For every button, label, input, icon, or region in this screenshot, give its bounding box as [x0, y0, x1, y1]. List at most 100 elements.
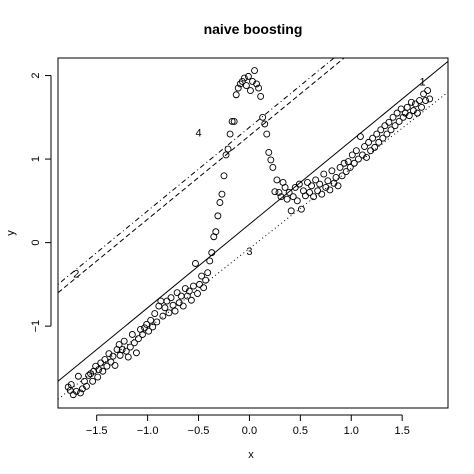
data-point	[74, 372, 82, 380]
data-point	[275, 189, 283, 196]
data-point	[118, 346, 126, 353]
data-point	[224, 145, 232, 153]
data-point	[147, 316, 155, 324]
y-tick-label: 0	[30, 240, 42, 246]
data-point	[157, 297, 165, 305]
data-point	[336, 163, 344, 171]
data-point	[265, 148, 273, 156]
data-point	[267, 156, 275, 164]
data-point	[128, 331, 136, 338]
data-point	[208, 249, 216, 257]
fit-line-1	[57, 60, 449, 382]
data-point	[293, 197, 301, 205]
fit-line-label-4: 4	[195, 127, 201, 139]
x-tick-label: 0.0	[242, 425, 257, 437]
fit-line-3	[57, 91, 449, 400]
fit-line-label-2: 2	[73, 269, 79, 281]
data-point	[377, 126, 385, 134]
data-point	[200, 284, 208, 292]
data-point	[289, 193, 297, 201]
x-tick-label: 0.5	[293, 425, 308, 437]
data-point	[314, 187, 322, 195]
data-point	[97, 359, 105, 367]
data-point	[405, 112, 413, 120]
data-point	[94, 373, 102, 381]
x-axis: −1.5 −1.0 −0.5 0.0 0.5 1.0 1.5	[86, 414, 410, 437]
data-point	[116, 351, 124, 359]
data-point	[192, 260, 199, 267]
data-point	[375, 138, 383, 146]
data-point	[308, 182, 316, 190]
data-point	[124, 353, 132, 361]
data-point	[411, 100, 419, 108]
data-point	[163, 297, 171, 305]
data-point	[196, 280, 203, 288]
data-point	[139, 331, 146, 338]
data-point	[251, 67, 258, 74]
data-point	[226, 130, 234, 138]
data-point	[72, 387, 80, 395]
data-point	[234, 84, 242, 92]
data-point	[143, 321, 151, 328]
data-point	[344, 158, 352, 166]
data-point	[399, 113, 407, 121]
y-axis: −1 0 1 2	[30, 72, 52, 332]
data-point	[365, 138, 373, 146]
fit-line-2	[57, 57, 345, 294]
data-point	[373, 130, 381, 138]
data-point	[240, 74, 248, 82]
y-tick-label: 2	[30, 72, 42, 78]
data-point	[381, 122, 389, 130]
data-point	[287, 207, 295, 215]
data-point	[326, 186, 334, 194]
data-point	[122, 347, 130, 355]
data-point	[107, 358, 115, 366]
data-point	[285, 189, 293, 196]
data-point	[328, 167, 336, 175]
data-point	[83, 382, 90, 390]
y-axis-label: y	[5, 230, 17, 236]
data-point	[348, 151, 356, 159]
data-point	[403, 103, 411, 111]
data-point	[261, 120, 269, 128]
data-point	[189, 282, 197, 290]
data-point	[318, 190, 326, 198]
data-point	[356, 133, 364, 140]
data-point	[198, 272, 206, 280]
data-point	[216, 199, 224, 206]
data-point	[426, 95, 434, 103]
data-point	[257, 92, 265, 100]
data-point	[379, 134, 387, 142]
data-point	[115, 341, 123, 348]
data-point	[175, 299, 183, 307]
data-point	[340, 159, 348, 167]
data-point	[134, 335, 142, 343]
data-point	[253, 80, 261, 88]
x-tick-label: −0.5	[188, 425, 210, 437]
data-point	[206, 257, 214, 265]
chart-title: naive boosting	[204, 21, 303, 37]
data-point	[422, 97, 430, 105]
data-point	[350, 159, 358, 167]
data-point	[173, 289, 181, 297]
data-point	[259, 113, 267, 121]
data-point	[346, 163, 354, 171]
data-point	[230, 118, 238, 125]
data-point	[389, 113, 397, 121]
data-point	[391, 122, 399, 130]
data-point	[185, 287, 193, 295]
data-point	[407, 98, 415, 106]
data-point	[306, 189, 313, 196]
data-point	[171, 307, 179, 315]
data-point	[238, 77, 246, 85]
data-point	[342, 168, 350, 176]
data-point	[371, 143, 379, 151]
data-point	[126, 343, 134, 351]
data-point	[312, 176, 320, 184]
data-point	[67, 381, 75, 389]
data-point	[283, 195, 291, 203]
data-point	[218, 190, 226, 198]
data-point	[273, 176, 281, 184]
data-point	[151, 310, 159, 318]
data-point	[194, 290, 201, 298]
